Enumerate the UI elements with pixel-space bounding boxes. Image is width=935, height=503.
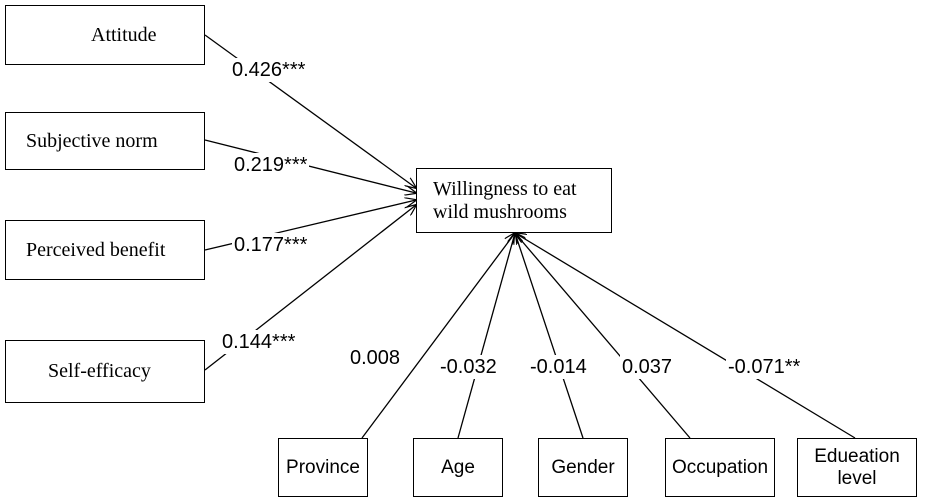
edge-label: 0.426*** <box>230 58 308 82</box>
edge-arrow <box>204 139 416 193</box>
node-label: Willingness to eat <box>433 177 577 200</box>
edge-label: -0.014 <box>528 355 589 379</box>
node-label: Edueation <box>814 445 900 467</box>
node-box: Perceived benefit <box>5 220 205 280</box>
edge-arrow <box>361 233 515 439</box>
node-label: level <box>837 467 877 489</box>
edge-arrow <box>515 233 584 439</box>
node-box: Occupation <box>665 438 775 497</box>
node-label: Self-efficacy <box>48 360 151 382</box>
node-label: Subjective norm <box>26 129 158 152</box>
edge-arrow <box>515 233 691 439</box>
node-box: Willingness to eat wild mushrooms <box>416 168 612 233</box>
node-box: Self-efficacy <box>5 340 205 403</box>
node-box: Province <box>278 438 368 497</box>
edge-label: -0.071** <box>726 355 803 379</box>
node-box: Subjective norm <box>5 112 205 170</box>
node-box: Age <box>413 438 503 497</box>
edge-arrow <box>457 233 515 439</box>
node-label: Gender <box>551 456 615 478</box>
edge-arrow <box>515 233 856 439</box>
edge-label: 0.177*** <box>232 233 310 257</box>
node-label: Age <box>441 456 475 478</box>
node-label: Province <box>286 456 360 478</box>
edge-label: 0.144*** <box>220 330 298 354</box>
node-label: Attitude <box>91 23 157 46</box>
node-label: Occupation <box>671 456 769 478</box>
edge-label: 0.008 <box>348 346 403 370</box>
node-label: wild mushrooms <box>433 200 567 223</box>
edge-label: -0.032 <box>438 355 499 379</box>
node-label: Perceived benefit <box>26 238 166 261</box>
node-box: Edueation level <box>797 438 917 497</box>
edge-label: 0.037 <box>620 355 675 379</box>
node-box: Gender <box>538 438 628 497</box>
edge-label: 0.219*** <box>232 153 310 177</box>
node-box: Attitude <box>5 5 205 65</box>
